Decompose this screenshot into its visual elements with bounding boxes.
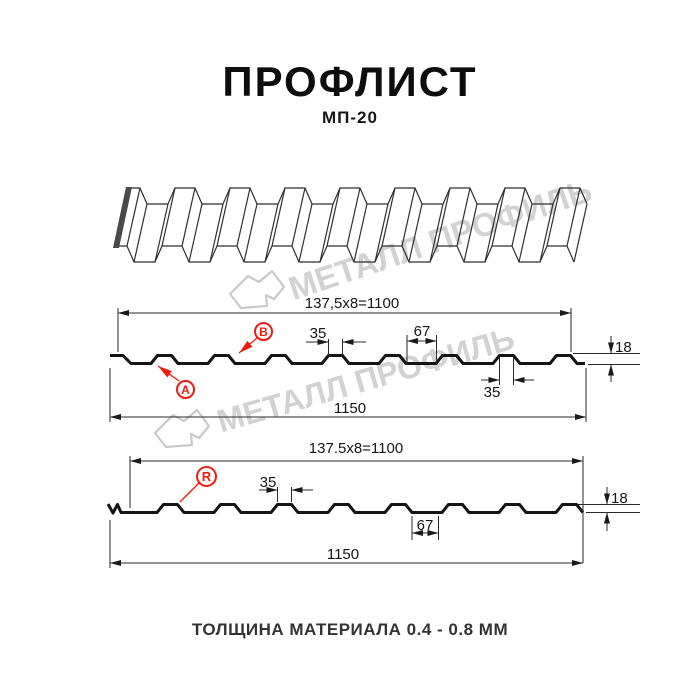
profile-ab-leaders xyxy=(157,337,258,382)
dim-ab-rib-bottom: 35 xyxy=(483,384,501,401)
dim-ab-flute: 67 xyxy=(413,323,431,340)
profile-ab-outline xyxy=(110,354,585,365)
thickness-note: ТОЛЩИНА МАТЕРИАЛА 0.4 - 0.8 ММ xyxy=(191,620,509,639)
profile-model: МП-20 xyxy=(322,108,378,127)
dim-r-overall-width: 1150 xyxy=(326,546,360,563)
sheet-3d-view xyxy=(114,187,588,263)
watermark-logo-bottom xyxy=(153,408,211,449)
dim-r-height: 18 xyxy=(611,490,628,507)
page-title: ПРОФЛИСТ xyxy=(222,58,478,105)
dim-r-working-width: 137.5x8=1100 xyxy=(308,440,404,457)
profile-ab-dimensions xyxy=(109,308,640,422)
profile-r-outline xyxy=(106,503,585,515)
dim-r-flute: 67 xyxy=(416,517,434,534)
sheet-edge-band xyxy=(113,187,132,248)
dim-ab-height: 18 xyxy=(615,339,632,356)
profile-r-leaders xyxy=(179,481,201,503)
dim-ab-working-width: 137,5x8=1100 xyxy=(304,295,400,312)
dim-r-rib: 35 xyxy=(259,474,277,491)
label-side-a: А xyxy=(176,380,195,399)
label-side-b: В xyxy=(254,322,273,341)
dim-ab-rib-top: 35 xyxy=(309,325,327,342)
profile-r-dimensions xyxy=(109,456,640,568)
label-side-r: R xyxy=(196,466,217,487)
watermark-logo-top xyxy=(228,269,286,310)
dim-ab-overall-width: 1150 xyxy=(333,400,367,417)
